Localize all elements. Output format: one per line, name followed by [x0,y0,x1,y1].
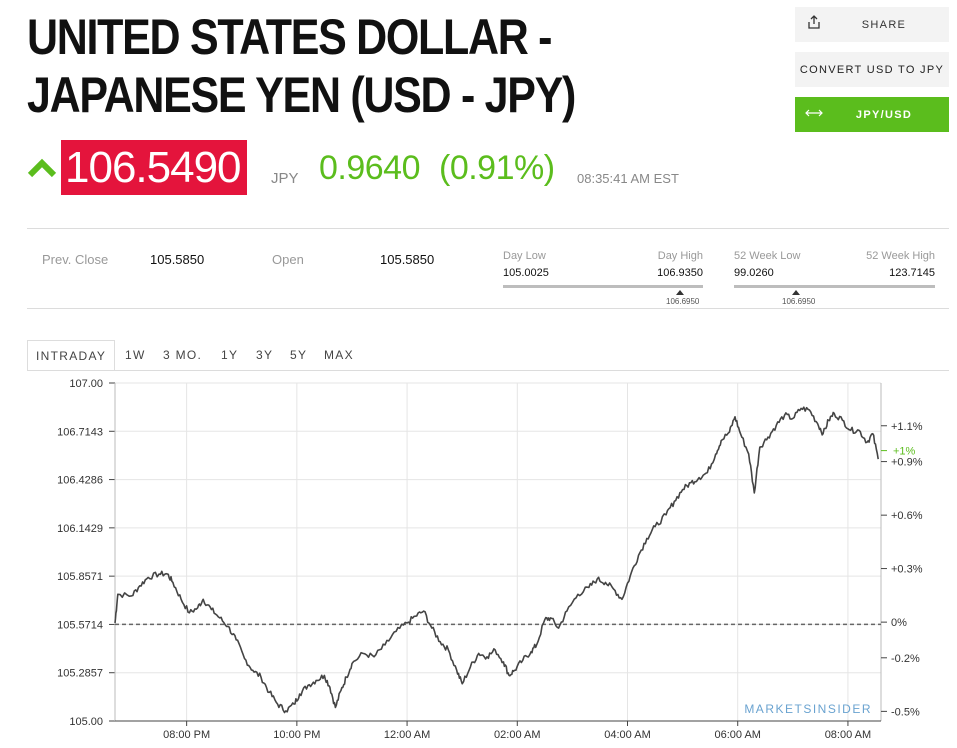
current-price: 106.5490 [61,140,247,195]
tab-max[interactable]: MAX [324,348,354,362]
y-tick-label: 107.00 [69,378,103,390]
divider-bottom [27,308,949,309]
tab-3y[interactable]: 3Y [256,348,274,362]
tabs-divider [27,370,949,371]
day-low-value: 105.0025 [503,267,549,279]
current-pct-label: +1% [893,446,916,458]
y-tick-label: 106.1429 [57,523,103,535]
page-title: UNITED STATES DOLLAR - JAPANESE YEN (USD… [27,8,663,124]
day-low-label: Day Low [503,250,546,262]
y-tick-label: 106.4286 [57,475,103,487]
price-change-percent: (0.91%) [439,149,555,187]
prev-close-label: Prev. Close [42,252,109,267]
week52-high-value: 123.7145 [889,267,935,279]
y-tick-label: 105.8571 [57,571,103,583]
right-tick-label: +0.6% [891,510,923,522]
y-tick-label: 105.2857 [57,668,103,680]
week52-low-value: 99.0260 [734,267,774,279]
convert-usd-to-jpy-button[interactable]: CONVERT USD TO JPY [795,52,949,87]
swap-arrows-icon [795,106,833,124]
quote-time: 08:35:41 AM EST [577,171,679,186]
markets-insider-watermark: MARKETSINSIDER [744,702,872,716]
right-tick-label: -0.5% [891,706,920,718]
x-tick-label: 06:00 AM [714,729,760,741]
x-tick-label: 08:00 AM [825,729,871,741]
week52-high-label: 52 Week High [866,250,935,262]
jpy-usd-label: JPY/USD [855,108,913,121]
right-tick-label: +0.9% [891,457,923,469]
up-arrow-icon [27,158,57,178]
x-tick-label: 10:00 PM [273,729,320,741]
title-line-1: UNITED STATES DOLLAR - [27,9,553,65]
title-line-2: JAPANESE YEN (USD - JPY) [27,67,576,123]
y-tick-label: 105.00 [69,716,103,728]
week52-range-bar [734,285,935,288]
tab-intraday[interactable]: INTRADAY [27,340,116,371]
price-change: 0.9640 [319,149,421,187]
share-button[interactable]: SHARE [795,7,949,42]
right-tick-label: +0.3% [891,564,923,576]
share-icon [795,14,833,35]
y-tick-label: 105.5714 [57,619,103,631]
prev-close-value: 105.5850 [150,252,205,267]
day-range-current: 106.6950 [666,297,700,306]
week52-range-current: 106.6950 [782,297,816,306]
week52-range-marker [792,290,800,295]
y-tick-label: 106.7143 [57,426,103,438]
open-label: Open [272,252,304,267]
open-value: 105.5850 [380,252,435,267]
day-high-label: Day High [657,250,703,262]
share-label: SHARE [861,18,907,31]
x-tick-label: 08:00 PM [163,729,210,741]
jpy-usd-button[interactable]: JPY/USD [795,97,949,132]
week52-low-label: 52 Week Low [734,250,801,262]
x-tick-label: 04:00 AM [604,729,650,741]
right-tick-label: 0% [891,617,907,629]
right-tick-label: -0.2% [891,653,920,665]
divider-top [27,228,949,229]
tab-1w[interactable]: 1W [125,348,146,362]
x-tick-label: 12:00 AM [384,729,430,741]
tab-1y[interactable]: 1Y [221,348,239,362]
tab-5y[interactable]: 5Y [290,348,308,362]
tab-3mo[interactable]: 3 MO. [163,348,203,362]
day-range-marker [676,290,684,295]
x-tick-label: 02:00 AM [494,729,540,741]
price-series-line [114,406,879,714]
day-range-bar [503,285,703,288]
day-high-value: 106.9350 [657,267,703,279]
right-tick-label: +1.1% [891,421,923,433]
currency-code: JPY [271,170,299,187]
